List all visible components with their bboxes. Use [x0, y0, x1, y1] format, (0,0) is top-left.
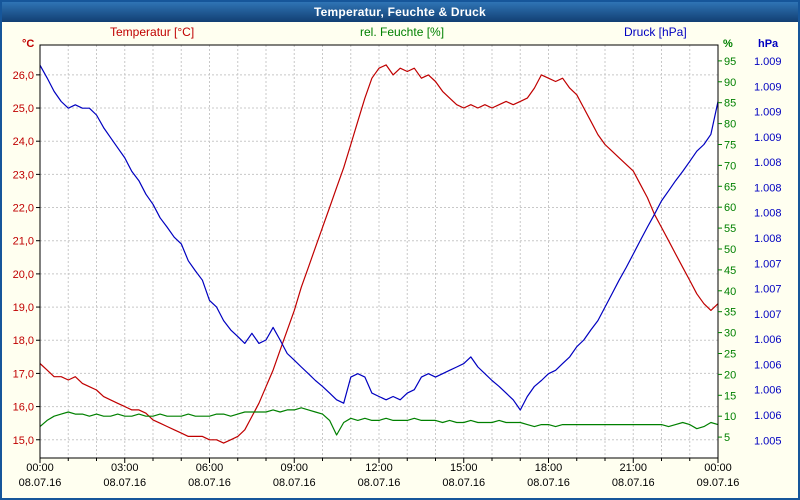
pressure-tick-label: 1.009	[754, 56, 782, 68]
humidity-tick-label: 25	[724, 348, 736, 360]
date-tick-label: 08.07.16	[612, 477, 655, 489]
temp-tick-label: 22,0	[13, 203, 34, 215]
humidity-tick-label: 60	[724, 202, 736, 214]
series-line-pressure	[39, 64, 719, 411]
time-tick-label: 00:00	[26, 462, 54, 474]
temp-tick-label: 24,0	[13, 136, 34, 148]
humidity-tick-label: 70	[724, 160, 736, 172]
temp-axis-unit-label: °C	[22, 38, 35, 50]
temp-tick-label: 26,0	[13, 70, 34, 82]
window-titlebar: Temperatur, Feuchte & Druck	[2, 2, 798, 22]
temp-tick-label: 25,0	[13, 103, 34, 115]
series-line-humidity	[39, 407, 719, 436]
time-tick-label: 00:00	[704, 462, 732, 474]
pressure-tick-label: 1.007	[754, 284, 782, 296]
date-tick-label: 08.07.16	[103, 477, 146, 489]
series-line-temp	[39, 64, 719, 444]
humidity-tick-label: 55	[724, 223, 736, 235]
humidity-tick-label: 40	[724, 286, 736, 298]
date-tick-label: 08.07.16	[358, 477, 401, 489]
pressure-tick-label: 1.009	[754, 132, 782, 144]
pressure-tick-label: 1.008	[754, 182, 782, 194]
pressure-tick-label: 1.005	[754, 435, 782, 447]
legend-humidity-label: rel. Feuchte [%]	[360, 25, 445, 39]
humidity-tick-label: 80	[724, 119, 736, 131]
time-tick-label: 15:00	[450, 462, 478, 474]
pressure-tick-label: 1.007	[754, 258, 782, 270]
pressure-tick-label: 1.006	[754, 410, 782, 422]
humidity-tick-label: 65	[724, 181, 736, 193]
temp-tick-label: 19,0	[13, 302, 34, 314]
date-tick-label: 08.07.16	[273, 477, 316, 489]
humidity-axis-unit-label: %	[723, 38, 733, 50]
time-tick-label: 03:00	[111, 462, 139, 474]
pressure-tick-label: 1.006	[754, 359, 782, 371]
humidity-tick-label: 75	[724, 139, 736, 151]
humidity-tick-label: 5	[724, 432, 730, 444]
date-tick-label: 08.07.16	[527, 477, 570, 489]
humidity-tick-label: 45	[724, 265, 736, 277]
humidity-tick-label: 85	[724, 98, 736, 110]
pressure-tick-label: 1.006	[754, 385, 782, 397]
legend-pressure-label: Druck [hPa]	[624, 25, 687, 39]
pressure-tick-label: 1.008	[754, 157, 782, 169]
temp-tick-label: 15,0	[13, 435, 34, 447]
pressure-tick-label: 1.008	[754, 208, 782, 220]
humidity-tick-label: 20	[724, 369, 736, 381]
humidity-tick-label: 30	[724, 328, 736, 340]
date-tick-label: 08.07.16	[19, 477, 62, 489]
temp-tick-label: 20,0	[13, 269, 34, 281]
humidity-tick-label: 35	[724, 307, 736, 319]
humidity-tick-label: 90	[724, 77, 736, 89]
time-tick-label: 06:00	[196, 462, 224, 474]
temp-tick-label: 18,0	[13, 335, 34, 347]
date-tick-label: 08.07.16	[442, 477, 485, 489]
pressure-tick-label: 1.008	[754, 233, 782, 245]
humidity-tick-label: 95	[724, 56, 736, 68]
time-tick-label: 09:00	[280, 462, 308, 474]
legend-temperature-label: Temperatur [°C]	[110, 25, 195, 39]
time-tick-label: 18:00	[535, 462, 563, 474]
pressure-tick-label: 1.009	[754, 107, 782, 119]
humidity-tick-label: 15	[724, 390, 736, 402]
date-tick-label: 08.07.16	[188, 477, 231, 489]
humidity-tick-label: 50	[724, 244, 736, 256]
window-title: Temperatur, Feuchte & Druck	[314, 5, 486, 19]
temp-tick-label: 17,0	[13, 368, 34, 380]
date-tick-label: 09.07.16	[697, 477, 740, 489]
temp-tick-label: 21,0	[13, 236, 34, 248]
pressure-tick-label: 1.007	[754, 309, 782, 321]
pressure-tick-label: 1.009	[754, 81, 782, 93]
time-tick-label: 12:00	[365, 462, 393, 474]
humidity-tick-label: 10	[724, 411, 736, 423]
pressure-axis-unit-label: hPa	[758, 38, 779, 50]
time-tick-label: 21:00	[619, 462, 647, 474]
temp-tick-label: 16,0	[13, 402, 34, 414]
temp-tick-label: 23,0	[13, 169, 34, 181]
pressure-tick-label: 1.006	[754, 334, 782, 346]
